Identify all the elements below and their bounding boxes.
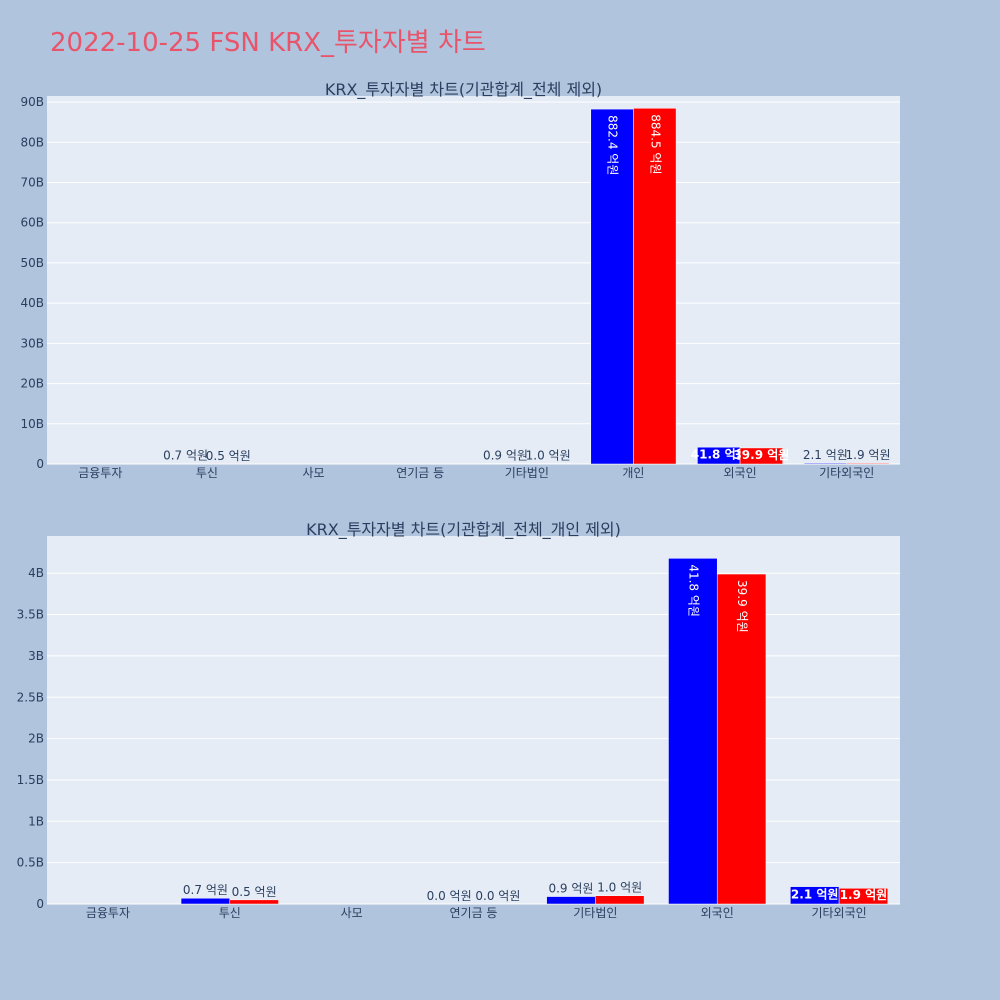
y-tick-label: 1B <box>28 814 44 828</box>
y-tick-label: 10B <box>20 417 44 431</box>
bar <box>803 462 847 465</box>
x-tick-label: 외국인 <box>701 906 734 920</box>
y-tick-label: 0 <box>36 897 44 911</box>
data-label: 884.5 억원 <box>648 114 662 174</box>
data-label: 1.9 억원 <box>846 448 891 462</box>
data-label: 0.0 억원 <box>427 889 472 903</box>
plot-area <box>47 536 900 904</box>
y-tick-label: 20B <box>20 377 44 391</box>
x-tick-label: 외국인 <box>724 466 757 480</box>
x-tick-label: 기타법인 <box>573 906 617 920</box>
data-label: 41.8 억원 <box>686 564 700 617</box>
data-label: 39.9 억원 <box>733 448 789 462</box>
bar <box>229 899 279 905</box>
y-tick-label: 50B <box>20 256 44 270</box>
y-tick-label: 30B <box>20 336 44 350</box>
x-tick-label: 기타법인 <box>505 466 549 480</box>
y-tick-label: 1.5B <box>17 773 44 787</box>
chart-title: KRX_투자자별 차트(기관합계_전체_개인 제외) <box>306 520 621 540</box>
bar <box>716 573 767 905</box>
y-tick-label: 3B <box>28 649 44 663</box>
data-label: 0.9 억원 <box>483 449 528 463</box>
bar <box>590 108 634 465</box>
y-tick-label: 4B <box>28 566 44 580</box>
x-tick-label: 금융투자 <box>86 906 130 920</box>
x-tick-label: 연기금 등 <box>396 466 444 480</box>
data-label: 2.1 억원 <box>803 448 848 462</box>
x-tick-label: 기타외국인 <box>811 906 866 920</box>
x-tick-label: 사모 <box>341 906 363 920</box>
data-label: 1.0 억원 <box>597 881 642 895</box>
chart-institutions-individuals-excluded: 0 0.5B 1B 1.5B 2B 2.5B 3B 3.5B 4B KRX_투자자별 차트(기관합… <box>17 520 900 920</box>
y-tick-label: 0 <box>36 457 44 471</box>
bar <box>180 897 231 905</box>
y-tick-label: 90B <box>20 95 44 109</box>
data-label: 2.1 억원 <box>791 887 839 901</box>
y-tick-label: 2.5B <box>17 690 44 704</box>
data-label: 39.9 억원 <box>735 580 749 633</box>
data-label: 1.9 억원 <box>840 888 888 902</box>
x-tick-label: 개인 <box>622 466 644 480</box>
x-tick-label: 기타외국인 <box>819 466 874 480</box>
y-tick-label: 40B <box>20 296 44 310</box>
bar <box>838 888 889 905</box>
x-tick-label: 금융투자 <box>78 466 122 480</box>
page-title: 2022-10-25 FSN KRX_투자자별 차트 <box>50 28 486 58</box>
bar <box>595 895 645 905</box>
data-label: 41.8 억원 <box>691 448 747 462</box>
data-label: 1.0 억원 <box>526 449 571 463</box>
chart-title: KRX_투자자별 차트(기관합계_전체 제외) <box>325 80 602 100</box>
bar <box>546 896 596 905</box>
y-tick-label: 0.5B <box>17 856 44 870</box>
data-label: 0.0 억원 <box>475 889 520 903</box>
x-tick-label: 사모 <box>303 466 325 480</box>
chart-institutions-excluded: 0 10B 20B 30B 40B 50B 60B 70B 80B 90B KRX_투자자별 차트(… <box>20 80 900 480</box>
plot-area <box>47 96 900 464</box>
data-label: 0.9 억원 <box>548 882 593 896</box>
data-label: 0.7 억원 <box>163 449 208 463</box>
x-tick-label: 연기금 등 <box>450 906 498 920</box>
y-tick-label: 70B <box>20 175 44 189</box>
x-tick-label: 투신 <box>196 466 218 480</box>
data-label: 0.7 억원 <box>183 883 228 897</box>
data-label: 0.5 억원 <box>206 449 251 463</box>
bar <box>846 462 890 465</box>
y-tick-label: 60B <box>20 216 44 230</box>
bar <box>633 108 677 465</box>
x-tick-label: 투신 <box>219 906 241 920</box>
y-tick-label: 3.5B <box>17 608 44 622</box>
y-tick-label: 80B <box>20 135 44 149</box>
bar <box>668 558 718 905</box>
data-label: 882.4 억원 <box>606 115 620 175</box>
data-label: 0.5 억원 <box>232 885 277 899</box>
bar <box>739 447 783 465</box>
y-tick-label: 2B <box>28 732 44 746</box>
